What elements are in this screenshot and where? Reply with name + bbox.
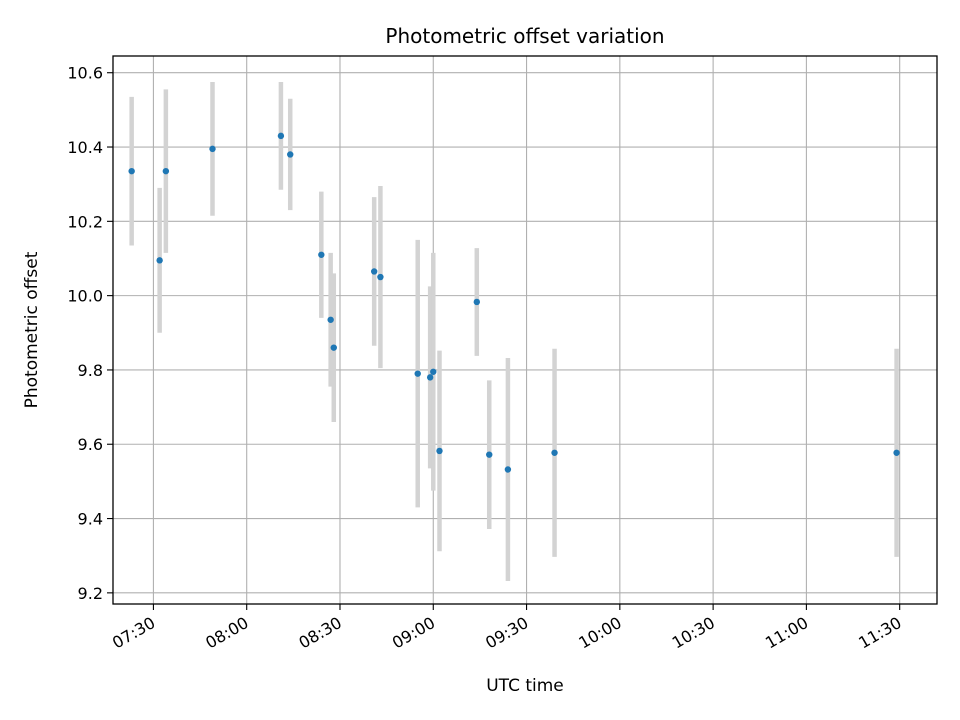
y-tick-label: 9.6 xyxy=(78,435,103,454)
y-tick-label: 9.4 xyxy=(78,510,103,529)
data-point xyxy=(128,167,135,175)
y-tick-label: 10.4 xyxy=(67,138,103,157)
data-point xyxy=(370,268,378,275)
data-point xyxy=(893,449,900,456)
data-points xyxy=(128,132,900,473)
grid xyxy=(113,56,937,604)
data-point xyxy=(156,257,163,264)
y-tick-label: 9.8 xyxy=(78,361,103,380)
data-point xyxy=(436,447,443,455)
x-axis-title: UTC time xyxy=(486,676,564,696)
data-point xyxy=(277,132,285,140)
data-point xyxy=(327,316,334,323)
data-point xyxy=(287,151,294,158)
data-point xyxy=(318,251,325,258)
data-point xyxy=(430,368,437,375)
data-point xyxy=(330,344,337,351)
data-point xyxy=(162,167,170,175)
data-point xyxy=(377,273,384,281)
y-tick-label: 10.0 xyxy=(67,287,103,306)
data-point xyxy=(426,374,434,381)
chart-title: Photometric offset variation xyxy=(385,24,664,48)
data-point xyxy=(551,449,558,456)
data-point xyxy=(414,370,421,377)
data-point xyxy=(209,145,216,153)
data-point xyxy=(473,298,481,306)
y-tick-label: 10.6 xyxy=(67,64,103,83)
plot-frame xyxy=(112,55,938,605)
y-tick-label: 10.2 xyxy=(67,212,103,231)
data-point xyxy=(486,451,493,458)
y-tick-label: 9.2 xyxy=(78,584,103,603)
data-point xyxy=(504,466,512,473)
y-axis-ticks: 9.2 9.4 9.6 9.8 10.0 10.2 10.4 10.6 xyxy=(67,64,113,603)
y-axis-title: Photometric offset xyxy=(22,251,42,408)
